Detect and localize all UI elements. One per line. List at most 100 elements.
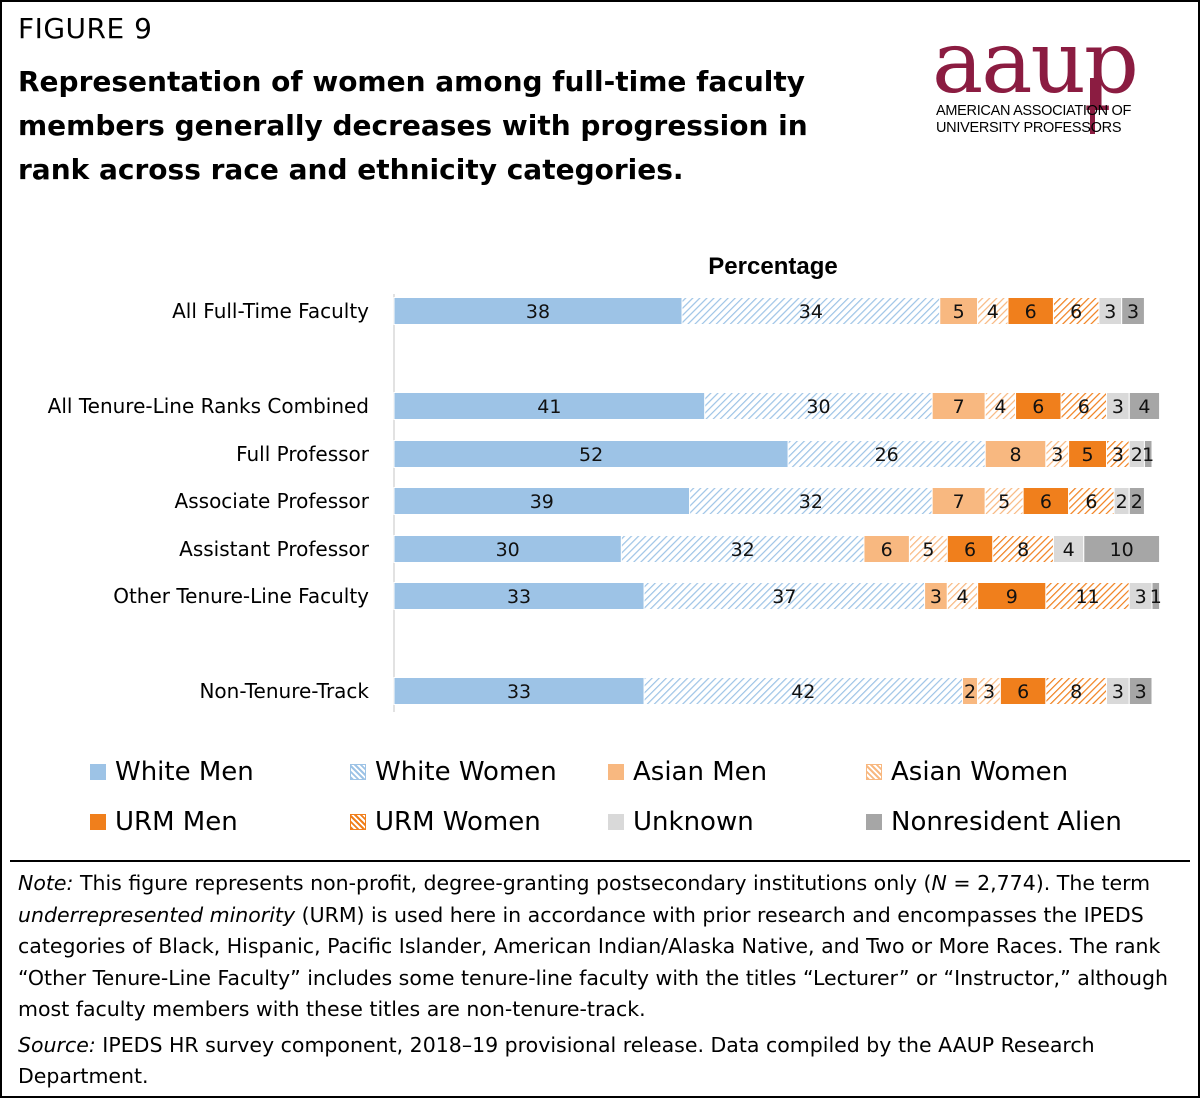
data-label-associate-professor-white-men: 39 [530,491,554,513]
legend-label-white-men: White Men [115,757,254,787]
chart-legend: White Men White Women Asian Men Asian Women… [90,752,1190,862]
data-label-other-tenure-line-faculty-white-men: 33 [507,586,531,608]
bar-all-tenure-line-ranks-combined-urm-men [1015,392,1062,420]
legend-swatch-unknown [608,814,624,830]
legend-label-urm-women: URM Women [375,807,541,837]
legend-item-urm-men: URM Men [90,802,238,842]
data-label-full-professor-white-women: 26 [875,444,899,466]
data-label-non-tenure-track-nonresident-alien: 3 [1135,681,1147,703]
bar-assistant-professor-white-women [620,535,865,563]
bar-all-tenure-line-ranks-combined-nonresident-alien [1128,392,1161,420]
data-label-assistant-professor-nonresident-alien: 10 [1110,539,1134,561]
figure-title: Representation of women among full-time … [18,65,808,186]
data-label-associate-professor-nonresident-alien: 2 [1131,491,1143,513]
data-label-non-tenure-track-white-men: 33 [507,681,531,703]
data-label-associate-professor-white-women: 32 [799,491,823,513]
bar-non-tenure-track-urm-men [999,677,1047,705]
bar-all-tenure-line-ranks-combined-urm-women [1060,392,1108,420]
legend-label-urm-men: URM Men [115,807,238,837]
bar-all-tenure-line-ranks-combined-white-men [393,392,706,420]
data-label-assistant-professor-unknown: 4 [1063,539,1075,561]
bar-non-tenure-track-nonresident-alien [1128,677,1153,705]
bar-other-tenure-line-faculty-nonresident-alien [1151,582,1161,610]
data-label-all-tenure-line-ranks-combined-asian-men: 7 [953,396,965,418]
bar-all-full-time-faculty-urm-women [1052,297,1100,325]
aaup-logo: aaup AMERICAN ASSOCIATION OF UNIVERSITY … [932,20,1172,140]
data-label-assistant-professor-white-women: 32 [731,539,755,561]
divider [10,860,1190,862]
legend-item-urm-women: URM Women [350,802,541,842]
legend-item-nonresident-alien: Nonresident Alien [866,802,1122,842]
logo-line-2: UNIVERSITY PROFESSORS [936,120,1122,136]
legend-label-nonresident-alien: Nonresident Alien [891,807,1122,837]
legend-item-white-women: White Women [350,752,557,792]
data-label-all-tenure-line-ranks-combined-nonresident-alien: 4 [1138,396,1150,418]
bar-other-tenure-line-faculty-white-women [643,582,926,610]
bar-full-professor-white-women [787,440,986,468]
data-label-all-full-time-faculty-urm-men: 6 [1025,301,1037,323]
bar-assistant-professor-nonresident-alien [1083,535,1161,563]
data-label-associate-professor-asian-men: 7 [953,491,965,513]
data-label-other-tenure-line-faculty-white-women: 37 [772,586,796,608]
legend-swatch-asian-women [866,764,882,780]
legend-label-unknown: Unknown [633,807,754,837]
data-label-other-tenure-line-faculty-unknown: 3 [1135,586,1147,608]
data-label-other-tenure-line-faculty-urm-men: 9 [1006,586,1018,608]
figure-label: FIGURE 9 [18,12,153,45]
data-label-full-professor-asian-women: 3 [1051,444,1063,466]
bar-all-full-time-faculty-asian-men [939,297,979,325]
data-label-full-professor-white-men: 52 [579,444,603,466]
note-term: underrepresented minority [18,902,296,927]
note-label: Note: [18,871,74,895]
bar-full-professor-white-men [393,440,789,468]
category-label-non-tenure-track: Non-Tenure-Track [199,679,369,703]
bar-associate-professor-asian-women [984,487,1024,515]
data-label-non-tenure-track-asian-women: 3 [983,681,995,703]
data-label-all-tenure-line-ranks-combined-unknown: 3 [1112,396,1124,418]
note-text-c: (URM) is used here in accordance with pr… [18,902,1169,1022]
source-label: Source: [18,1032,96,1057]
data-label-associate-professor-urm-men: 6 [1040,491,1052,513]
data-label-other-tenure-line-faculty-asian-men: 3 [930,586,942,608]
legend-swatch-white-women [350,764,366,780]
legend-swatch-urm-men [90,814,106,830]
data-label-non-tenure-track-white-women: 42 [791,681,815,703]
legend-item-asian-women: Asian Women [866,752,1068,792]
source-paragraph: Source: IPEDS HR survey component, 2018–… [18,1030,1183,1093]
legend-label-asian-women: Asian Women [891,757,1069,787]
data-label-other-tenure-line-faculty-nonresident-alien: 1 [1150,586,1162,608]
bar-associate-professor-white-men [393,487,691,515]
source-text: IPEDS HR survey component, 2018–19 provi… [18,1032,1095,1089]
logo-bar [1090,78,1095,134]
legend-item-white-men: White Men [90,752,254,792]
bar-all-tenure-line-ranks-combined-asian-women [984,392,1017,420]
bar-all-tenure-line-ranks-combined-white-women [704,392,933,420]
legend-item-asian-men: Asian Men [608,752,767,792]
bar-assistant-professor-urm-men [946,535,994,563]
data-label-non-tenure-track-unknown: 3 [1112,681,1124,703]
logo-wordmark: aaup [932,13,1139,113]
legend-label-asian-men: Asian Men [633,757,768,787]
data-label-all-full-time-faculty-white-men: 38 [526,301,550,323]
bar-all-full-time-faculty-white-women [681,297,941,325]
legend-label-white-women: White Women [375,757,557,787]
bar-other-tenure-line-faculty-white-men [393,582,645,610]
note-n: N [931,871,947,895]
bar-associate-professor-white-women [689,487,933,515]
bar-associate-professor-urm-men [1022,487,1070,515]
data-label-all-full-time-faculty-asian-men: 5 [953,301,965,323]
data-label-other-tenure-line-faculty-asian-women: 4 [956,586,968,608]
bar-all-full-time-faculty-asian-women [977,297,1009,325]
data-label-all-tenure-line-ranks-combined-white-men: 41 [537,396,561,418]
chart-title: Percentage [708,253,837,280]
category-label-all-full-time-faculty: All Full-Time Faculty [172,299,369,323]
data-label-full-professor-urm-women: 3 [1112,444,1124,466]
bar-full-professor-asian-men [984,440,1047,468]
data-label-associate-professor-urm-women: 6 [1085,491,1097,513]
note-paragraph: Note: This figure represents non-profit,… [18,868,1183,1026]
legend-swatch-asian-men [608,764,624,780]
data-label-full-professor-asian-men: 8 [1010,444,1022,466]
data-label-full-professor-nonresident-alien: 1 [1142,444,1154,466]
data-label-assistant-professor-urm-women: 8 [1017,539,1029,561]
